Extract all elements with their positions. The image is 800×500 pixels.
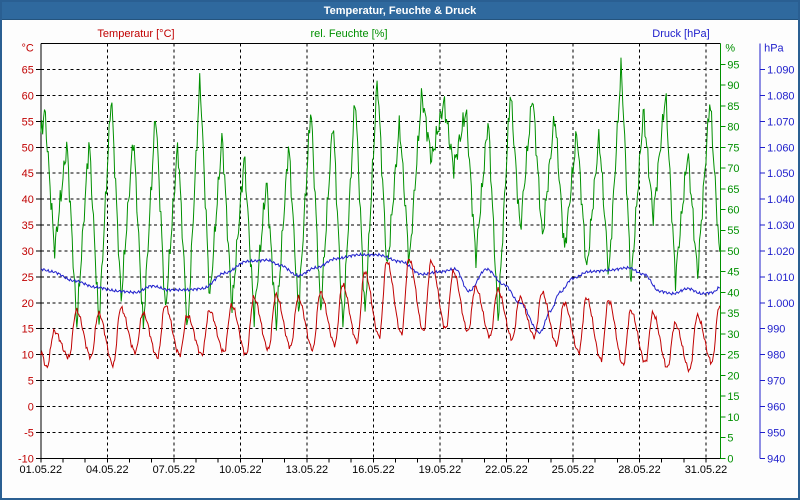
legend-pressure: Druck [hPa]	[652, 28, 710, 40]
pressure-tick-label: 1.070	[767, 116, 794, 128]
date-tick-label: 25.05.22	[552, 464, 595, 476]
pressure-tick-label: 980	[767, 350, 785, 362]
temperature-tick-label: 0	[28, 401, 34, 413]
humidity-curve	[40, 57, 721, 331]
temperature-tick-label: 40	[22, 194, 34, 206]
humidity-tick-label: 40	[727, 287, 739, 299]
date-tick-label: 10.05.22	[219, 464, 262, 476]
humidity-tick-label: 20	[727, 370, 739, 382]
humidity-tick-label: 45	[727, 267, 739, 279]
date-tick-label: 13.05.22	[286, 464, 329, 476]
pressure-tick-label: 950	[767, 427, 785, 439]
pressure-tick-label: 1.050	[767, 168, 794, 180]
temperature-tick-label: -10	[18, 453, 34, 465]
date-tick-label: 19.05.22	[419, 464, 462, 476]
humidity-tick-label: 5	[727, 433, 733, 445]
date-tick-label: 31.05.22	[685, 464, 728, 476]
humidity-tick-label: 35	[727, 308, 739, 320]
temperature-tick-label: -5	[24, 427, 34, 439]
legend-humidity: rel. Feuchte [%]	[310, 28, 388, 40]
humidity-tick-label: 10	[727, 412, 739, 424]
humidity-tick-label: 0	[727, 453, 733, 465]
window-titlebar: Temperatur, Feuchte & Druck	[2, 2, 798, 20]
pressure-tick-label: 1.010	[767, 272, 794, 284]
date-tick-label: 22.05.22	[485, 464, 528, 476]
temperature-curve	[40, 258, 721, 374]
date-tick-label: 28.05.22	[618, 464, 661, 476]
pressure-tick-label: 970	[767, 376, 785, 388]
temperature-tick-label: 45	[22, 168, 34, 180]
humidity-tick-label: 65	[727, 184, 739, 196]
temperature-unit-label: °C	[22, 43, 34, 55]
humidity-tick-label: 55	[727, 225, 739, 237]
date-tick-label: 04.05.22	[86, 464, 129, 476]
window-title: Temperatur, Feuchte & Druck	[323, 5, 477, 17]
pressure-tick-label: 1.040	[767, 194, 794, 206]
humidity-tick-label: 50	[727, 246, 739, 258]
pressure-tick-label: 1.090	[767, 65, 794, 77]
humidity-tick-label: 30	[727, 329, 739, 341]
humidity-tick-label: 90	[727, 80, 739, 92]
pressure-tick-label: 960	[767, 401, 785, 413]
humidity-tick-label: 60	[727, 205, 739, 217]
pressure-unit-label: hPa	[764, 43, 784, 55]
temperature-tick-label: 65	[22, 65, 34, 77]
date-tick-label: 07.05.22	[153, 464, 196, 476]
pressure-tick-label: 1.020	[767, 246, 794, 258]
temperature-tick-label: 30	[22, 246, 34, 258]
pressure-curve	[40, 252, 721, 335]
humidity-tick-label: 85	[727, 101, 739, 113]
temperature-tick-label: 15	[22, 324, 34, 336]
date-tick-label: 16.05.22	[352, 464, 395, 476]
humidity-tick-label: 70	[727, 163, 739, 175]
temperature-tick-label: 10	[22, 350, 34, 362]
humidity-tick-label: 25	[727, 350, 739, 362]
humidity-unit-label: %	[725, 43, 735, 55]
temperature-tick-label: 50	[22, 142, 34, 154]
pressure-tick-label: 990	[767, 324, 785, 336]
pressure-tick-label: 940	[767, 453, 785, 465]
humidity-tick-label: 15	[727, 391, 739, 403]
temperature-tick-label: 55	[22, 116, 34, 128]
temperature-tick-label: 5	[28, 376, 34, 388]
pressure-tick-label: 1.080	[767, 90, 794, 102]
humidity-tick-label: 95	[727, 59, 739, 71]
humidity-tick-label: 80	[727, 122, 739, 134]
pressure-tick-label: 1.060	[767, 142, 794, 154]
pressure-tick-label: 1.000	[767, 298, 794, 310]
humidity-tick-label: 75	[727, 142, 739, 154]
temperature-tick-label: 35	[22, 220, 34, 232]
temperature-tick-label: 60	[22, 90, 34, 102]
temperature-tick-label: 20	[22, 298, 34, 310]
pressure-tick-label: 1.030	[767, 220, 794, 232]
temperature-tick-label: 25	[22, 272, 34, 284]
legend-temperature: Temperatur [°C]	[97, 28, 175, 40]
date-tick-label: 01.05.22	[20, 464, 63, 476]
